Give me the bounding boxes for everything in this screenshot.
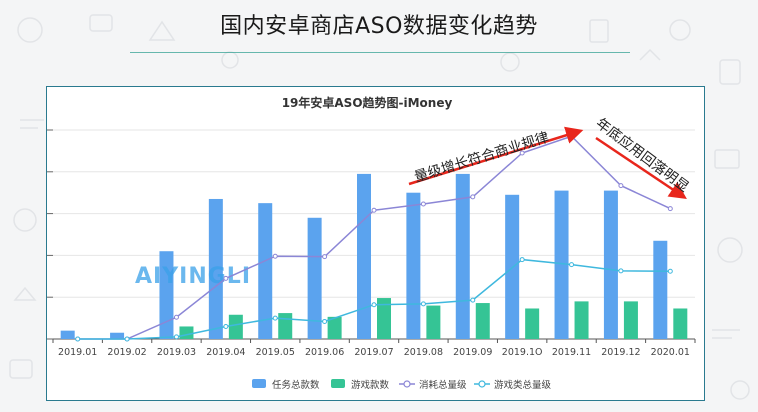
bar-任务总款数-2019.06 <box>307 217 322 339</box>
bar-游戏款数-2019.06 <box>327 316 342 339</box>
point-游戏类总量级-2020.01 <box>667 268 673 274</box>
point-消耗总量级-2020.01 <box>667 206 673 212</box>
point-游戏类总量级-2019.08 <box>420 301 426 307</box>
annotation-decline: 年底应用回落明显 <box>593 115 693 196</box>
chart-panel: 19年安卓ASO趋势图-iMoney AIYINGLI 2019.01 2019.… <box>46 86 705 401</box>
point-游戏类总量级-2019.1O <box>519 257 525 263</box>
bar-游戏款数-2019.07 <box>377 298 391 339</box>
point-消耗总量级-2019.12 <box>618 183 624 189</box>
lines-layer <box>75 133 673 342</box>
point-消耗总量级-2019.09 <box>470 194 476 200</box>
legend-label: 游戏款数 <box>351 379 390 391</box>
point-游戏类总量级-2019.01 <box>75 336 81 342</box>
bar-任务总款数-2019.02 <box>110 332 125 339</box>
point-游戏类总量级-2019.05 <box>272 315 278 321</box>
bar-游戏款数-2019.04 <box>228 314 243 339</box>
point-游戏类总量级-2019.04 <box>223 323 229 329</box>
bar-游戏款数-2019.08 <box>426 305 441 339</box>
x-tick-label: 2019.04 <box>206 347 245 358</box>
legend-label: 消耗总量级 <box>419 379 467 391</box>
bar-游戏款数-2019.12 <box>623 301 638 339</box>
legend-label: 任务总款数 <box>272 379 320 391</box>
x-tick-label: 2020.01 <box>651 347 690 358</box>
point-游戏类总量级-2019.02 <box>124 336 130 342</box>
x-tick-label: 2019.09 <box>453 347 492 358</box>
slide-title: 国内安卓商店ASO数据变化趋势 <box>220 14 538 39</box>
point-游戏类总量级-2019.03 <box>173 334 179 340</box>
bars-layer <box>60 173 688 339</box>
x-tick-label: 2019.06 <box>305 347 344 358</box>
bar-游戏款数-2020.01 <box>673 308 688 339</box>
x-tick-label: 2019.03 <box>157 347 196 358</box>
annotation-growth: 量级增长符合商业规律 <box>412 130 551 186</box>
bar-任务总款数-2019.05 <box>258 203 273 339</box>
chart-title: 19年安卓ASO趋势图-iMoney <box>282 95 453 110</box>
point-消耗总量级-2019.07 <box>371 207 377 213</box>
point-游戏类总量级-2019.07 <box>371 302 377 308</box>
bar-任务总款数-2019.12 <box>603 190 618 339</box>
bar-任务总款数-2019.07 <box>357 173 371 339</box>
bar-游戏款数-2019.1O <box>525 308 540 339</box>
x-tick-labels: 2019.01 2019.02 2019.03 2019.04 2019.05 2019.… <box>58 347 690 358</box>
bar-任务总款数-2019.04 <box>208 198 223 339</box>
point-游戏类总量级-2019.06 <box>322 318 328 324</box>
legend-swatch-marker <box>403 380 411 388</box>
bar-游戏款数-2019.03 <box>179 326 194 339</box>
x-tick-label: 2019.12 <box>601 347 640 358</box>
legend-swatch-marker <box>478 380 486 388</box>
x-tick-label: 2019.07 <box>354 347 393 358</box>
legend: 任务总款数 游戏款数 消耗总量级 游戏类总量级 <box>252 379 552 391</box>
bar-游戏款数-2019.09 <box>475 303 490 339</box>
bar-任务总款数-2019.01 <box>60 330 75 339</box>
point-消耗总量级-2019.05 <box>272 253 278 259</box>
point-游戏类总量级-2019.12 <box>618 268 624 274</box>
point-游戏类总量级-2019.09 <box>470 297 476 303</box>
point-消耗总量级-2019.1O <box>519 150 525 156</box>
annotation-arrow-up <box>408 126 584 186</box>
legend-label: 游戏类总量级 <box>494 379 552 391</box>
point-消耗总量级-2019.04 <box>223 275 229 281</box>
bar-任务总款数-2019.09 <box>455 173 470 339</box>
legend-swatch <box>252 379 266 388</box>
point-消耗总量级-2019.08 <box>420 201 426 207</box>
point-消耗总量级-2019.03 <box>173 314 179 320</box>
x-tick-label: 2019.11 <box>552 347 591 358</box>
bar-任务总款数-2019.11 <box>554 190 569 339</box>
title-divider <box>130 52 630 53</box>
x-tick-label: 2019.01 <box>58 347 97 358</box>
point-游戏类总量级-2019.11 <box>569 262 575 268</box>
bar-任务总款数-2019.03 <box>159 251 174 339</box>
bar-游戏款数-2019.11 <box>574 301 589 339</box>
x-tick-label: 2019.08 <box>404 347 443 358</box>
x-tick-label: 2019.02 <box>107 347 146 358</box>
bar-游戏款数-2019.05 <box>278 313 293 339</box>
bar-任务总款数-2019.08 <box>406 192 421 339</box>
point-消耗总量级-2019.06 <box>322 254 328 260</box>
annotation-arrow-down <box>595 136 687 199</box>
bar-任务总款数-2020.01 <box>653 240 668 339</box>
x-tick-label: 2019.05 <box>256 347 295 358</box>
chart-svg: 19年安卓ASO趋势图-iMoney AIYINGLI 2019.01 2019.… <box>47 95 696 391</box>
watermark-text: AIYINGLI <box>135 264 251 289</box>
x-tick-label: 2019.1O <box>502 347 543 358</box>
legend-swatch <box>331 379 345 388</box>
